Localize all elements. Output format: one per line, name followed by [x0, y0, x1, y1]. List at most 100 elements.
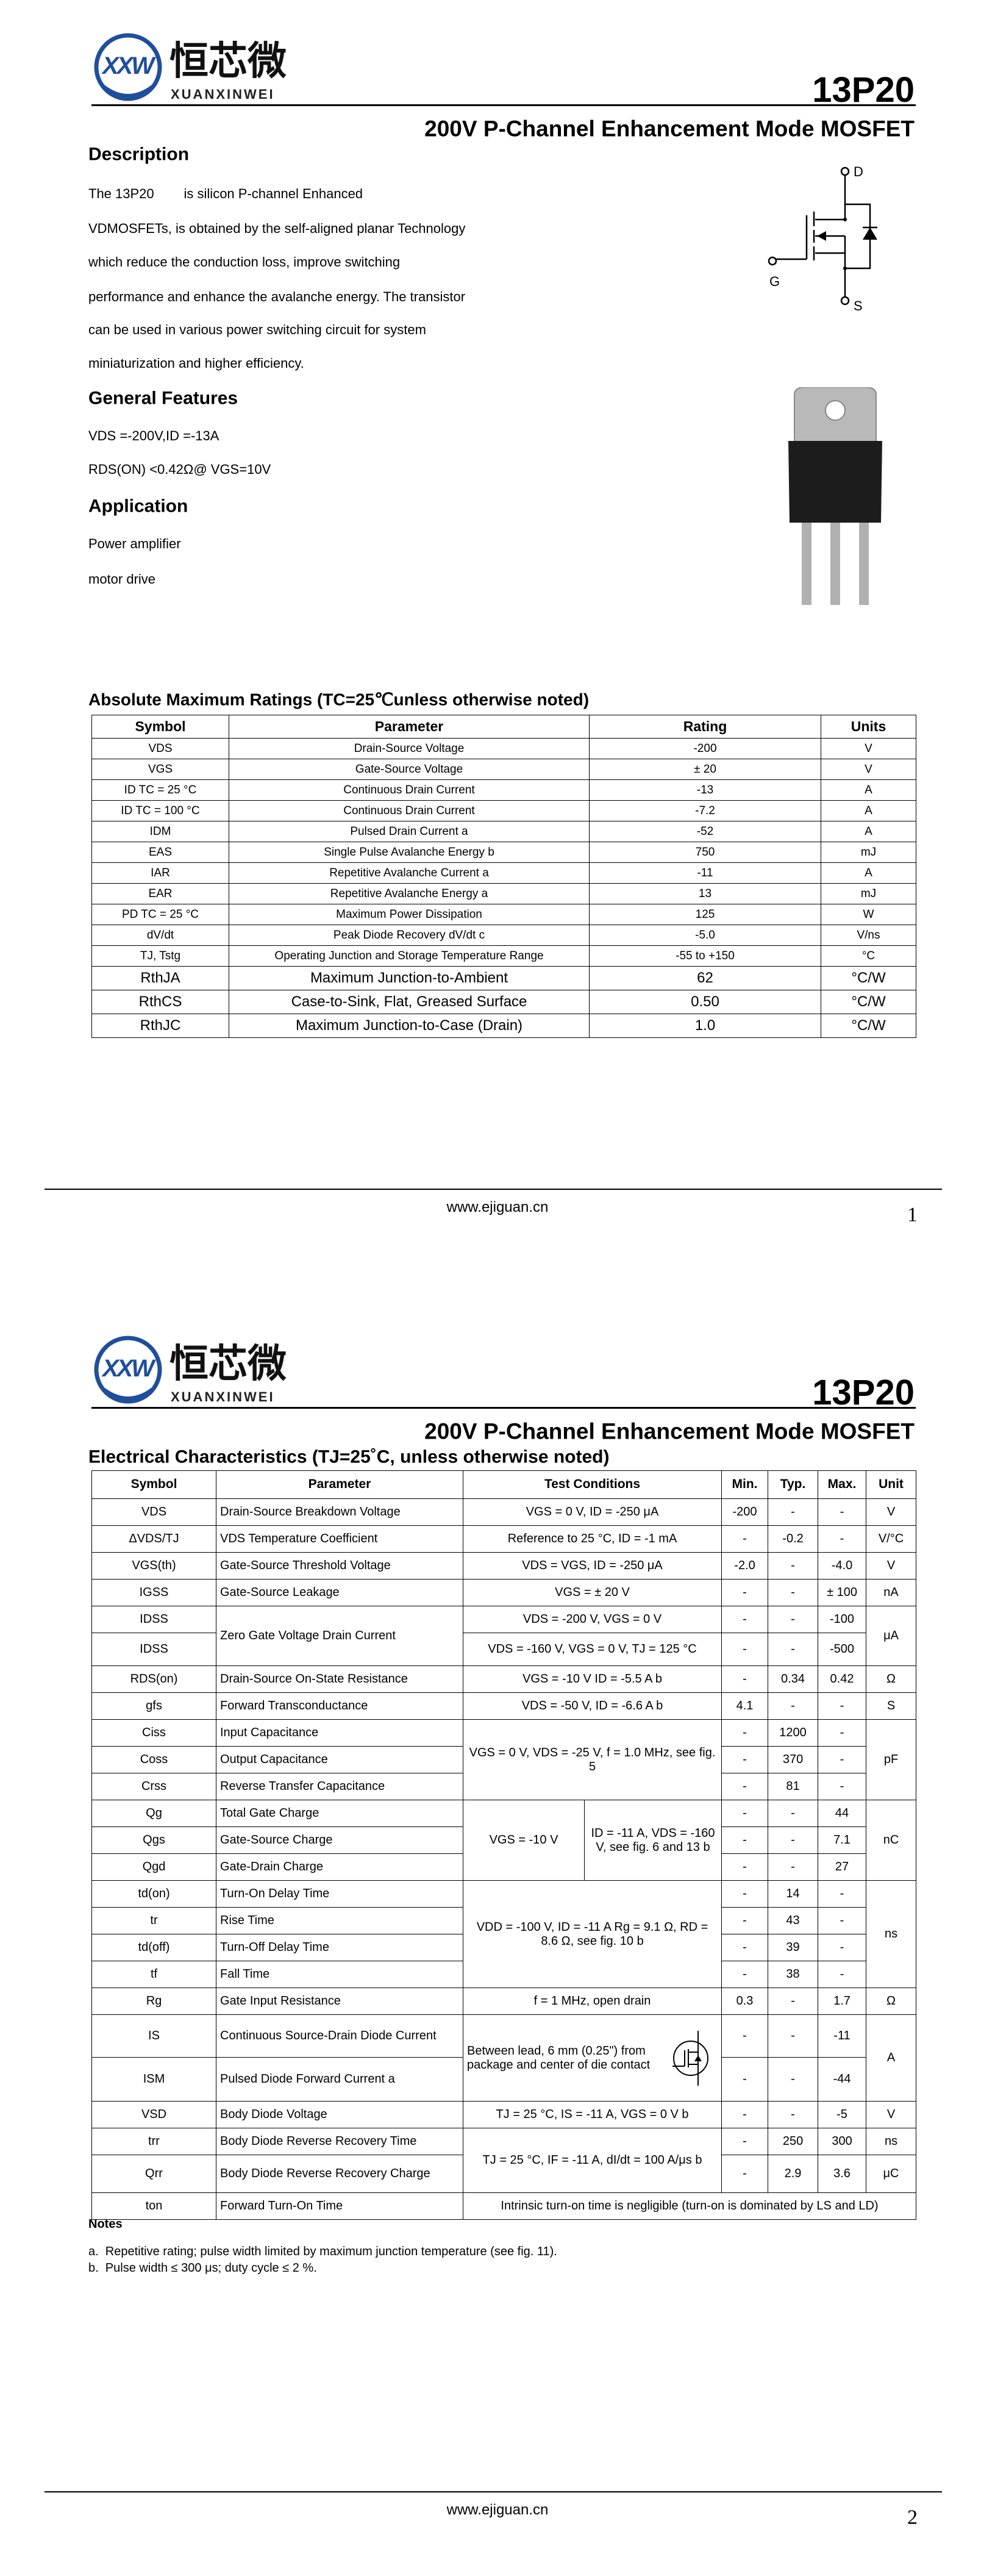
table-row: IS Continuous Source-Drain Diode Current B…	[91, 2014, 917, 2102]
table-cell: -	[768, 2014, 819, 2058]
table-cell: V	[821, 738, 916, 759]
subtitle: 200V P-Channel Enhancement Mode MOSFET	[424, 1419, 915, 1444]
table-row: VSD Body Diode Voltage TJ = 25 °C, IS = -1…	[91, 2101, 917, 2128]
table-cell: μC	[866, 2155, 917, 2193]
table-cell: -	[818, 1934, 867, 1961]
footer-rule	[45, 1189, 942, 1190]
logo-english: XUANXINWEI	[171, 86, 275, 102]
logo-letters: XXW	[102, 52, 154, 79]
table-cell: -	[818, 1692, 867, 1720]
table-cell: Gate-Source Voltage	[229, 759, 590, 780]
table-cell: Intrinsic turn-on time is negligible (tu…	[462, 2192, 917, 2220]
table-cell: V	[821, 759, 916, 780]
logo-chinese: 恒芯微	[169, 1341, 287, 1386]
table-cell: VGS	[91, 759, 229, 780]
table-cell: ΔVDS/TJ	[91, 1525, 216, 1553]
table-cell: VDS = -50 V, ID = -6.6 A b	[462, 1692, 722, 1720]
table-row: Qrr Body Diode Reverse Recovery Charge -2.…	[91, 2155, 917, 2193]
table-row: Coss Output Capacitance -370-	[91, 1746, 916, 1773]
table-cell: 370	[768, 1746, 819, 1773]
table-cell: -	[768, 2057, 819, 2102]
table-cell: Operating Junction and Storage Temperatu…	[229, 945, 590, 967]
table-cell: IGSS	[91, 1579, 216, 1606]
table-cell: μA	[866, 1606, 917, 1666]
table-cell: IAR	[91, 862, 229, 884]
table-cell: -	[721, 2155, 769, 2193]
table-cell: -	[721, 1853, 769, 1881]
table-row: dV/dt Peak Diode Recovery dV/dt c -5.0 V/ns	[91, 925, 916, 946]
table-cell: -	[721, 1800, 769, 1827]
table-cell: Qg	[91, 1800, 216, 1827]
table-cell: A	[821, 821, 916, 842]
table-cell: RthCS	[91, 990, 229, 1014]
table-title: Absolute Maximum Ratings (TC=25℃unless o…	[88, 690, 590, 709]
table-cell: 62	[589, 966, 821, 990]
footer-url: www.ejiguan.cn	[446, 1198, 549, 1215]
note: a. Repetitive rating; pulse width limite…	[88, 2245, 557, 2258]
table-cell: Gate-Drain Charge	[216, 1853, 463, 1881]
table-row: VGS(th) Gate-Source Threshold Voltage VDS …	[91, 1552, 917, 1580]
table-cell: Continuous Drain Current	[229, 779, 590, 801]
table-row: VDS Drain-Source Breakdown Voltage VGS = 0…	[91, 1498, 917, 1526]
table-cell: 13	[589, 883, 821, 904]
table-row: TJ, Tstg Operating Junction and Storage T…	[91, 945, 916, 967]
logo-chinese: 恒芯微	[169, 38, 287, 83]
table-cell: IDSS	[91, 1606, 216, 1633]
table-cell: Maximum Junction-to-Case (Drain)	[229, 1014, 590, 1038]
header-cell: Typ.	[768, 1470, 819, 1499]
table-cell: -	[721, 1826, 769, 1854]
table-cell: TJ, Tstg	[91, 945, 229, 967]
table-cell: EAS	[91, 842, 229, 863]
footer-url: www.ejiguan.cn	[446, 2501, 549, 2518]
header-cell: Rating	[589, 715, 821, 739]
table-cell: VGS = 0 V, VDS = -25 V, f = 1.0 MHz, see…	[462, 1719, 722, 1800]
table-cell: °C/W	[821, 990, 916, 1014]
table-cell: Qgd	[91, 1853, 216, 1881]
table-cell: °C/W	[821, 1014, 916, 1038]
table-cell: tr	[91, 1907, 216, 1934]
table-row: VDS Drain-Source Voltage -200 V	[91, 738, 916, 759]
table-cell: pF	[866, 1719, 917, 1800]
table-row: td(on) Turn-On Delay Time VDD = -100 V, ID…	[91, 1880, 917, 1988]
table-cell: 39	[768, 1934, 819, 1961]
table-cell: -	[721, 1773, 769, 1800]
table-cell: -	[768, 2101, 819, 2128]
table-cell: f = 1 MHz, open drain	[462, 1987, 722, 2015]
table-cell: Body Diode Voltage	[216, 2101, 463, 2128]
mosfet-icon	[672, 2031, 709, 2086]
table-cell: 27	[818, 1853, 867, 1881]
header-cell: Max.	[818, 1470, 867, 1499]
table-cell: S	[866, 1692, 917, 1720]
table-cell: VDD = -100 V, ID = -11 A Rg = 9.1 Ω, RD …	[462, 1880, 722, 1988]
table-cell: -	[721, 1880, 769, 1908]
table-cell: -	[818, 1498, 867, 1526]
table-cell: ± 20	[589, 759, 821, 780]
table-row: ID TC = 25 °C Continuous Drain Current -13…	[91, 779, 916, 801]
header-cell: Symbol	[91, 715, 229, 739]
table-row: Qgd Gate-Drain Charge - -27	[91, 1853, 916, 1881]
table-row: tf Fall Time -38-	[91, 1961, 916, 1988]
table-cell: ID = -11 A, VDS = -160 V, see fig. 6 and…	[583, 1800, 722, 1881]
table-cell: Gate-Source Charge	[216, 1826, 463, 1854]
table-cell: Continuous Drain Current	[229, 800, 590, 821]
table-cell: Between lead, 6 mm (0.25") from package …	[462, 2014, 722, 2102]
table-cell: -200	[721, 1498, 769, 1526]
table-cell: gfs	[91, 1692, 216, 1720]
table-cell: EAR	[91, 883, 229, 904]
table-cell: Ω	[866, 1665, 917, 1693]
table-cell: Forward Turn-On Time	[216, 2192, 463, 2220]
subtitle: 200V P-Channel Enhancement Mode MOSFET	[424, 116, 915, 141]
table-cell: -	[721, 2128, 769, 2155]
table-cell: nA	[866, 1579, 917, 1606]
table-cell: -	[721, 1606, 769, 1633]
body-text: performance and enhance the avalanche en…	[88, 288, 466, 304]
table-cell: PD TC = 25 °C	[91, 904, 229, 925]
table-cell: IDM	[91, 821, 229, 842]
table-cell: W	[821, 904, 916, 925]
header-cell: Parameter	[229, 715, 590, 739]
table-cell: mJ	[821, 842, 916, 863]
table-cell: 0.34	[768, 1665, 819, 1693]
table-cell: VDS = -200 V, VGS = 0 V	[462, 1606, 722, 1633]
table-cell: 7.1	[818, 1826, 867, 1854]
